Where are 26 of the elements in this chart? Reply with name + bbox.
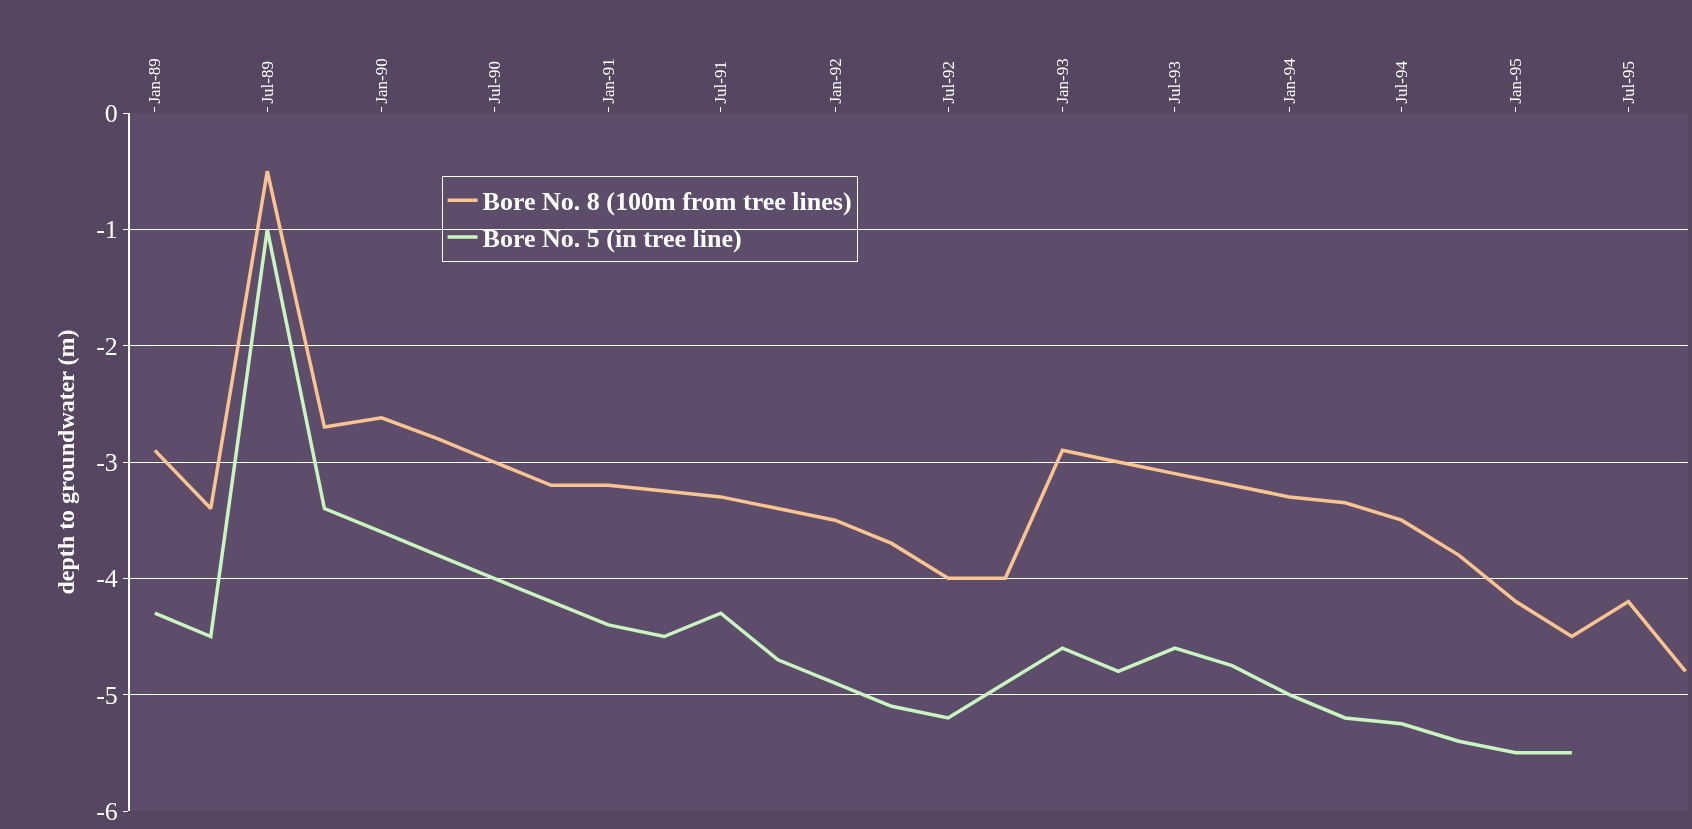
- x-tick-label: Jan-95: [1506, 58, 1526, 104]
- y-tick-label: -3: [96, 448, 118, 478]
- x-tick-label: Jul-95: [1618, 61, 1638, 104]
- x-tick-label: Jan-90: [372, 58, 392, 104]
- x-tick-label: Jul-94: [1392, 60, 1412, 104]
- y-tick-label: -2: [96, 331, 118, 361]
- legend-label: Bore No. 8 (100m from tree lines): [482, 187, 852, 217]
- x-tick-label: Jul-92: [938, 61, 958, 104]
- y-tick-label: -1: [96, 215, 118, 245]
- x-tick-label: Jan-92: [825, 58, 845, 104]
- x-tick-label: Jul-91: [711, 61, 731, 104]
- x-tick-label: Jan-91: [598, 58, 618, 104]
- line-series: [153, 169, 1688, 674]
- x-tick-label: Jan-94: [1279, 57, 1299, 104]
- x-tick-label: Jan-93: [1052, 58, 1072, 104]
- x-tick-label: Jan-89: [145, 58, 165, 104]
- y-tick-label: 0: [104, 99, 118, 129]
- x-tick-label: Jul-90: [484, 61, 504, 104]
- y-tick-label: -4: [96, 564, 118, 594]
- y-axis-title: depth to groundwater (m): [52, 329, 79, 595]
- line-series: [153, 227, 1574, 755]
- y-tick-label: -5: [96, 680, 118, 710]
- x-tick-label: Jul-89: [257, 61, 277, 104]
- x-tick-label: Jul-93: [1165, 61, 1185, 104]
- y-tick-label: -6: [96, 797, 118, 827]
- legend-label: Bore No. 5 (in tree line): [482, 224, 742, 254]
